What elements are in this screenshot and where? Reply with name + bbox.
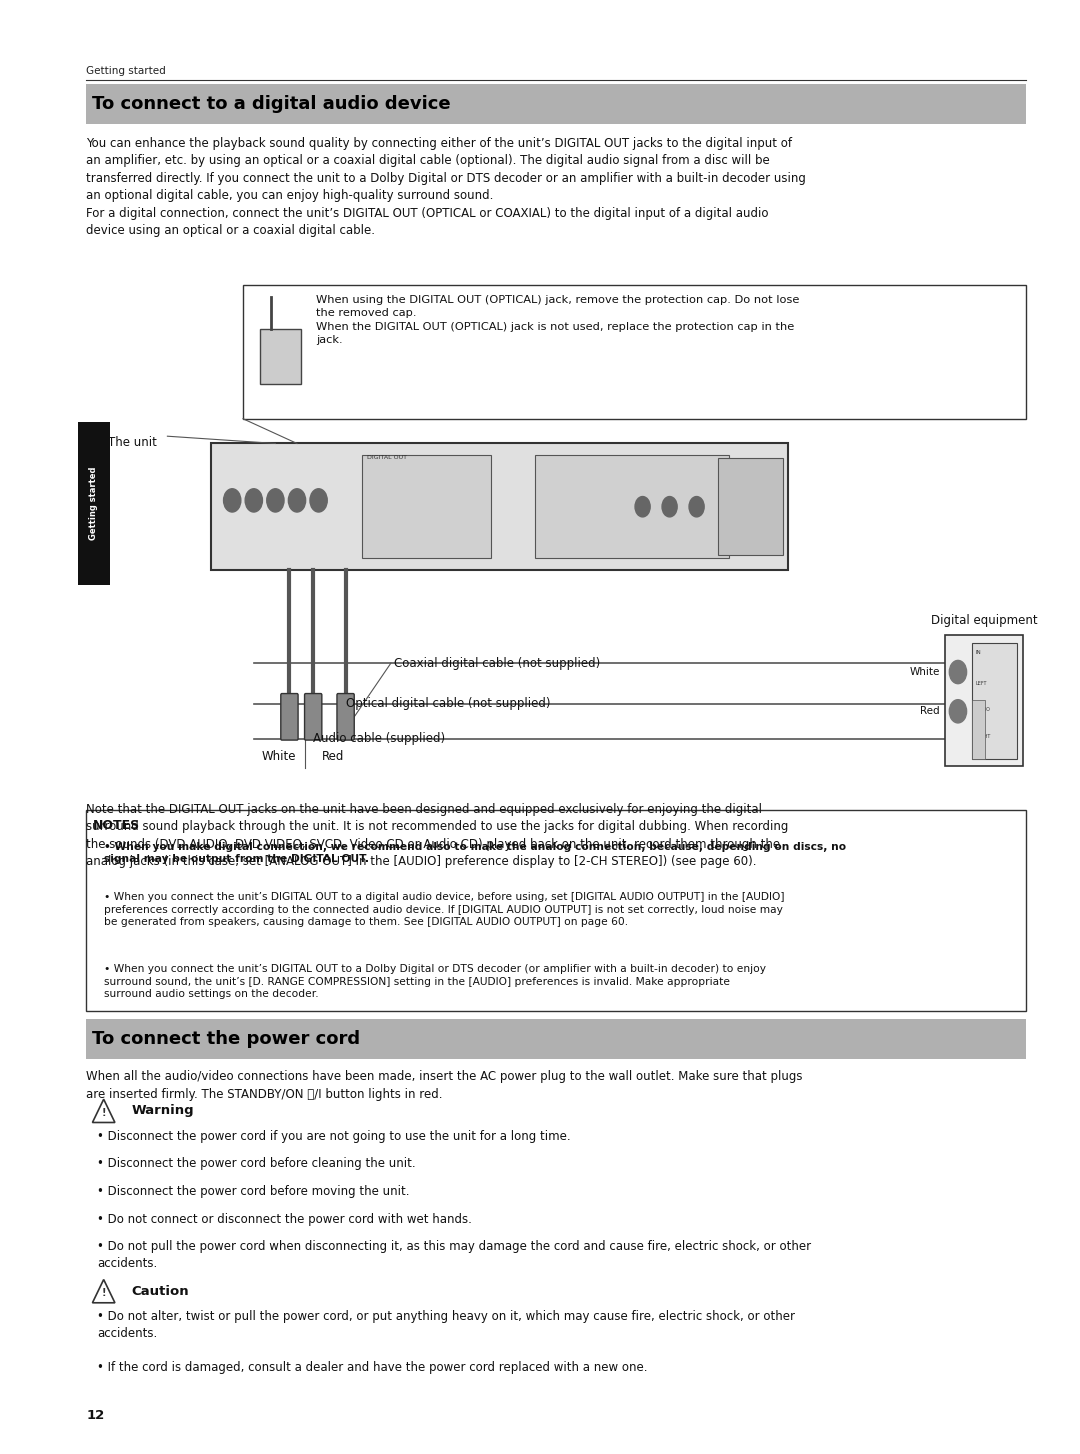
FancyBboxPatch shape [260,329,301,384]
Circle shape [689,497,704,518]
Text: AUDIO: AUDIO [975,708,991,712]
Text: Note that the DIGITAL OUT jacks on the unit have been designed and equipped excl: Note that the DIGITAL OUT jacks on the u… [86,803,788,868]
Polygon shape [93,1280,114,1303]
Text: !: ! [102,1108,106,1118]
FancyBboxPatch shape [86,810,1026,1011]
FancyBboxPatch shape [86,84,1026,124]
Text: NOTES: NOTES [93,819,140,832]
Circle shape [224,489,241,512]
Circle shape [949,660,967,683]
Text: • Do not pull the power cord when disconnecting it, as this may damage the cord : • Do not pull the power cord when discon… [97,1240,811,1271]
Text: The unit: The unit [108,436,157,449]
Text: • Disconnect the power cord before moving the unit.: • Disconnect the power cord before movin… [97,1185,409,1198]
Text: Getting started: Getting started [90,467,98,539]
Polygon shape [93,1099,114,1122]
Text: White: White [261,750,296,763]
Text: !: ! [102,1288,106,1298]
Text: You can enhance the playback sound quality by connecting either of the unit’s DI: You can enhance the playback sound quali… [86,137,807,237]
Circle shape [288,489,306,512]
FancyBboxPatch shape [972,643,1017,759]
FancyBboxPatch shape [945,635,1023,766]
Text: To connect the power cord: To connect the power cord [92,1029,360,1048]
FancyBboxPatch shape [281,694,298,740]
Text: Coaxial digital cable (not supplied): Coaxial digital cable (not supplied) [394,657,600,669]
Circle shape [635,497,650,518]
Text: Warning: Warning [132,1105,194,1117]
FancyBboxPatch shape [305,694,322,740]
Text: • Do not alter, twist or pull the power cord, or put anything heavy on it, which: • Do not alter, twist or pull the power … [97,1310,795,1341]
Text: Optical digital cable (not supplied): Optical digital cable (not supplied) [346,698,550,710]
FancyBboxPatch shape [243,285,1026,419]
Text: • Disconnect the power cord before cleaning the unit.: • Disconnect the power cord before clean… [97,1157,416,1170]
FancyBboxPatch shape [78,422,110,585]
FancyBboxPatch shape [362,455,491,558]
Text: Red: Red [920,707,940,717]
Text: White: White [909,667,940,678]
Text: • Do not connect or disconnect the power cord with wet hands.: • Do not connect or disconnect the power… [97,1213,472,1226]
Text: Digital equipment: Digital equipment [931,614,1037,627]
FancyBboxPatch shape [535,455,729,558]
Text: DIGITAL OUT: DIGITAL OUT [367,455,407,459]
Circle shape [267,489,284,512]
Text: LEFT: LEFT [975,680,987,686]
Text: • Disconnect the power cord if you are not going to use the unit for a long time: • Disconnect the power cord if you are n… [97,1130,571,1143]
Text: 12: 12 [86,1409,105,1422]
Text: Audio cable (supplied): Audio cable (supplied) [313,733,445,744]
Text: • When you connect the unit’s DIGITAL OUT to a digital audio device, before usin: • When you connect the unit’s DIGITAL OU… [104,893,784,928]
Text: Red: Red [322,750,343,763]
Text: Caution: Caution [132,1285,189,1297]
FancyBboxPatch shape [972,701,985,759]
Text: RIGHT: RIGHT [975,733,990,739]
Text: To connect to a digital audio device: To connect to a digital audio device [92,95,450,113]
FancyBboxPatch shape [86,1019,1026,1059]
Text: Getting started: Getting started [86,65,166,76]
Text: • When you connect the unit’s DIGITAL OUT to a Dolby Digital or DTS decoder (or : • When you connect the unit’s DIGITAL OU… [104,964,766,999]
Text: IN: IN [975,650,981,654]
Text: • When you make digital connection, we recommend also to make the analog connect: • When you make digital connection, we r… [104,842,846,865]
FancyBboxPatch shape [337,694,354,740]
Circle shape [949,699,967,723]
Circle shape [662,497,677,518]
Text: • If the cord is damaged, consult a dealer and have the power cord replaced with: • If the cord is damaged, consult a deal… [97,1361,648,1374]
FancyBboxPatch shape [211,443,788,570]
Circle shape [310,489,327,512]
Text: When all the audio/video connections have been made, insert the AC power plug to: When all the audio/video connections hav… [86,1070,802,1101]
Text: When using the DIGITAL OUT (OPTICAL) jack, remove the protection cap. Do not los: When using the DIGITAL OUT (OPTICAL) jac… [316,295,800,345]
FancyBboxPatch shape [718,458,783,555]
Circle shape [245,489,262,512]
